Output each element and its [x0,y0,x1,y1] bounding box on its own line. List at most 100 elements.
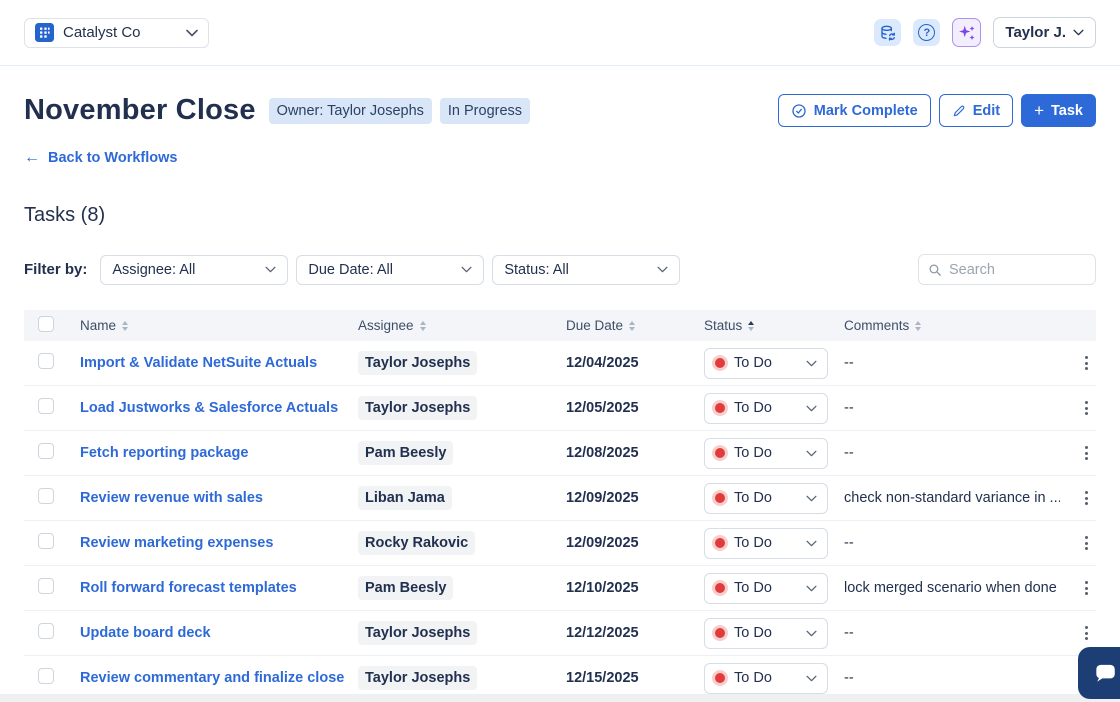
status-dropdown[interactable]: To Do [704,347,828,379]
status-dropdown[interactable]: To Do [704,662,828,694]
chevron-down-icon [806,540,817,546]
back-to-workflows-link[interactable]: ← Back to Workflows [24,149,178,167]
due-date-value: 12/09/2025 [566,535,639,551]
table-row: Review commentary and finalize close Tay… [24,656,1096,701]
company-name: Catalyst Co [63,24,141,41]
sort-icon-active[interactable] [748,320,755,331]
badges: Owner: Taylor Josephs In Progress [268,97,531,124]
task-name-link[interactable]: Roll forward forecast templates [80,580,297,596]
assignee-pill: Liban Jama [358,486,452,510]
due-date-value: 12/10/2025 [566,580,639,596]
select-all-checkbox[interactable] [38,316,54,332]
data-sync-icon [881,25,895,41]
kebab-menu-icon[interactable] [1085,356,1096,370]
search-input[interactable] [949,261,1086,278]
task-name-link[interactable]: Review commentary and finalize close [80,670,345,686]
assignee-pill: Taylor Josephs [358,351,478,375]
row-checkbox[interactable] [38,443,54,459]
comment-text: -- [844,445,854,461]
comment-text: -- [844,400,854,416]
comment-text: -- [844,355,854,371]
due-date-value: 12/08/2025 [566,445,639,461]
column-header-status[interactable]: Status [704,318,844,333]
status-dot-icon [715,493,725,503]
assignee-pill: Rocky Rakovic [358,531,476,555]
chevron-down-icon [1073,29,1084,36]
sort-icon[interactable] [419,320,426,331]
table-row: Review marketing expenses Rocky Rakovic … [24,521,1096,566]
comment-text: -- [844,535,854,551]
sort-icon[interactable] [629,320,636,331]
column-header-due-date[interactable]: Due Date [566,318,704,333]
assignee-filter-dropdown[interactable]: Assignee: All [100,254,289,285]
company-selector[interactable]: Catalyst Co [24,17,209,48]
kebab-menu-icon[interactable] [1085,491,1096,505]
chevron-down-icon [806,405,817,411]
check-circle-icon [792,103,806,118]
chat-bubble-icon [1096,664,1115,682]
row-checkbox[interactable] [38,488,54,504]
status-dropdown[interactable]: To Do [704,572,828,604]
comment-text: -- [844,625,854,641]
kebab-menu-icon[interactable] [1085,401,1096,415]
task-name-link[interactable]: Load Justworks & Salesforce Actuals [80,400,339,416]
row-checkbox[interactable] [38,533,54,549]
sort-icon[interactable] [122,320,129,331]
kebab-menu-icon[interactable] [1085,446,1096,460]
status-dot-icon [715,673,725,683]
task-name-link[interactable]: Review marketing expenses [80,535,274,551]
task-name-link[interactable]: Import & Validate NetSuite Actuals [80,355,318,371]
comment-text: check non-standard variance in ... [844,490,1060,506]
row-checkbox[interactable] [38,578,54,594]
chevron-down-icon [806,630,817,636]
due-date-filter-dropdown[interactable]: Due Date: All [296,254,485,285]
task-name-link[interactable]: Review revenue with sales [80,490,263,506]
data-sync-button[interactable] [874,19,902,46]
kebab-menu-icon[interactable] [1085,536,1096,550]
task-name-link[interactable]: Update board deck [80,625,211,641]
status-filter-dropdown[interactable]: Status: All [492,254,681,285]
status-label: To Do [734,400,772,416]
status-dropdown[interactable]: To Do [704,527,828,559]
help-button[interactable] [913,19,941,46]
row-checkbox[interactable] [38,353,54,369]
status-label: To Do [734,535,772,551]
user-name: Taylor J. [1005,24,1066,41]
chat-button[interactable] [1078,647,1120,699]
assignee-pill: Pam Beesly [358,441,454,465]
sort-icon[interactable] [915,320,922,331]
add-task-button[interactable]: + Task [1021,94,1096,127]
table-row: Fetch reporting package Pam Beesly 12/08… [24,431,1096,476]
row-checkbox[interactable] [38,623,54,639]
user-menu[interactable]: Taylor J. [993,17,1096,48]
kebab-menu-icon[interactable] [1085,626,1096,640]
status-dropdown[interactable]: To Do [704,617,828,649]
task-name-link[interactable]: Fetch reporting package [80,445,249,461]
chevron-down-icon [806,450,817,456]
mark-complete-button[interactable]: Mark Complete [777,94,931,127]
kebab-menu-icon[interactable] [1085,581,1096,595]
edit-button[interactable]: Edit [938,94,1014,127]
status-dropdown[interactable]: To Do [704,392,828,424]
row-checkbox[interactable] [38,398,54,414]
table-row: Review revenue with sales Liban Jama 12/… [24,476,1096,521]
comment-text: -- [844,670,854,686]
ai-assistant-button[interactable] [952,18,982,47]
chevron-down-icon [186,29,198,36]
status-dropdown[interactable]: To Do [704,482,828,514]
status-dropdown[interactable]: To Do [704,437,828,469]
chevron-down-icon [806,675,817,681]
chevron-down-icon [806,360,817,366]
tasks-table: Name Assignee Due Date Status Comments [24,310,1096,701]
column-header-name[interactable]: Name [80,318,358,333]
row-checkbox[interactable] [38,668,54,684]
table-body: Import & Validate NetSuite Actuals Taylo… [24,341,1096,701]
column-header-assignee[interactable]: Assignee [358,318,566,333]
due-date-value: 12/12/2025 [566,625,639,641]
chevron-down-icon [806,495,817,501]
due-date-value: 12/05/2025 [566,400,639,416]
help-icon [918,24,936,41]
arrow-left-icon: ← [24,149,40,166]
building-icon [35,23,54,42]
column-header-comments[interactable]: Comments [844,318,1060,333]
